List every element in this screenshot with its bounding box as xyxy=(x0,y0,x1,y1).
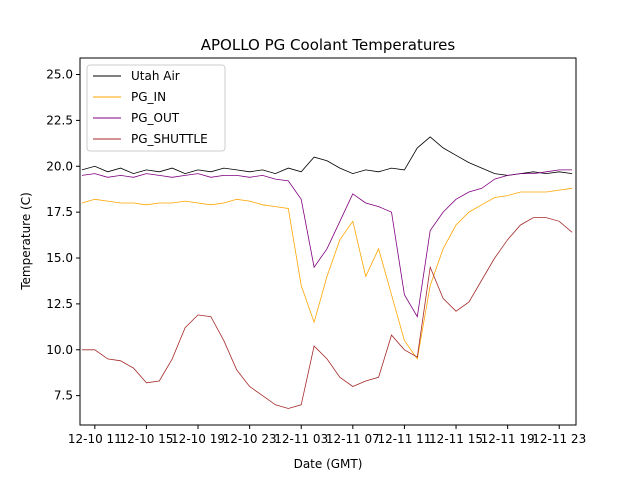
x-tick-label: 12-11 19 xyxy=(481,432,535,446)
y-tick-label: 22.5 xyxy=(46,113,73,127)
y-tick-label: 10.0 xyxy=(46,343,73,357)
x-tick-label: 12-10 11 xyxy=(68,432,122,446)
x-tick-label: 12-11 23 xyxy=(532,432,586,446)
y-tick-label: 12.5 xyxy=(46,297,73,311)
y-tick-label: 15.0 xyxy=(46,251,73,265)
x-tick-label: 12-11 03 xyxy=(274,432,328,446)
y-axis-label: Temperature (C) xyxy=(19,192,33,291)
series-line-utah-air xyxy=(81,136,573,176)
x-axis-label: Date (GMT) xyxy=(294,457,363,471)
series-line-pg-shuttle xyxy=(81,217,573,409)
x-tick-label: 12-11 15 xyxy=(429,432,483,446)
x-tick-label: 12-11 11 xyxy=(377,432,431,446)
y-tick-label: 7.5 xyxy=(54,389,73,403)
y-tick-label: 20.0 xyxy=(46,159,73,173)
legend-label: Utah Air xyxy=(131,69,180,83)
legend-label: PG_SHUTTLE xyxy=(131,132,208,146)
legend-label: PG_OUT xyxy=(131,111,180,125)
axes-frame xyxy=(79,57,577,426)
series-line-pg-out xyxy=(81,169,573,318)
y-tick-label: 17.5 xyxy=(46,205,73,219)
chart-title: APOLLO PG Coolant Temperatures xyxy=(201,36,456,54)
y-tick-label: 25.0 xyxy=(46,68,73,82)
x-tick-label: 12-10 15 xyxy=(119,432,173,446)
x-tick-label: 12-11 07 xyxy=(326,432,380,446)
x-tick-label: 12-10 19 xyxy=(171,432,225,446)
legend: Utah Air PG_IN PG_OUT PG_SHUTTLE xyxy=(86,64,226,152)
series-line-pg-in xyxy=(81,187,573,360)
legend-label: PG_IN xyxy=(131,90,166,104)
legend-box xyxy=(86,64,226,152)
x-tick-label: 12-10 23 xyxy=(223,432,277,446)
